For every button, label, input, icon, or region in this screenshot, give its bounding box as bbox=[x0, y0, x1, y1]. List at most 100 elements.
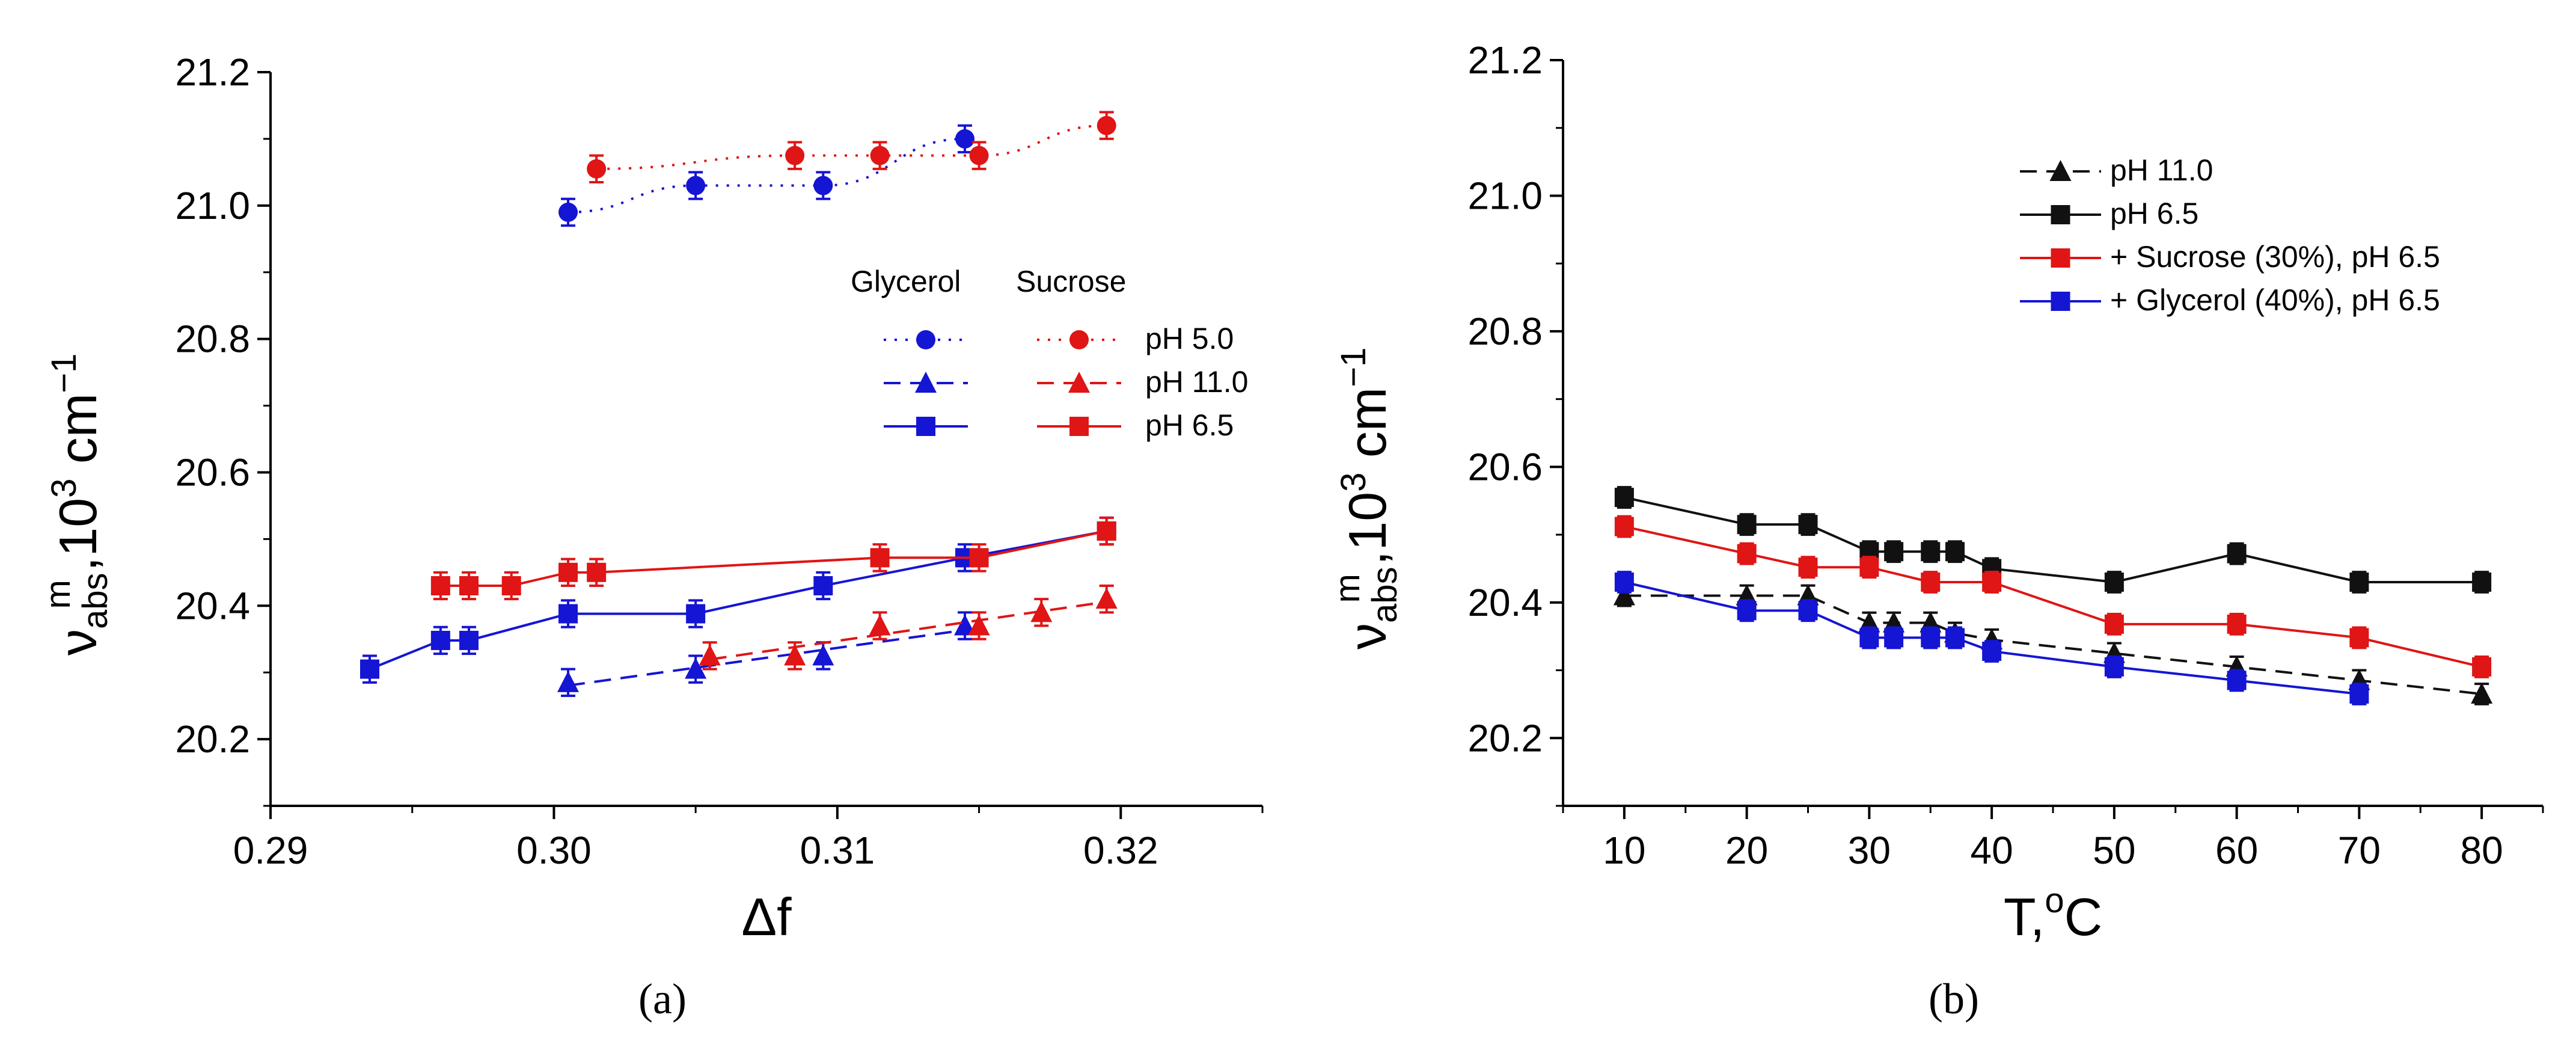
x-tick-label: 60 bbox=[2215, 829, 2258, 872]
data-point bbox=[1097, 115, 1116, 135]
series-sucrose-0 bbox=[587, 111, 1116, 183]
data-point bbox=[1737, 601, 1757, 621]
y-tick-label: 20.4 bbox=[1467, 581, 1543, 624]
legend-sample-marker bbox=[2051, 205, 2070, 224]
data-point bbox=[1945, 542, 1965, 562]
data-point bbox=[2227, 544, 2247, 563]
panel-b-legend-samples bbox=[2020, 160, 2101, 311]
data-point bbox=[813, 576, 833, 595]
legend-item-ph65: pH 6.5 bbox=[2110, 197, 2198, 230]
ylabel-superscript: m bbox=[38, 580, 78, 609]
data-point bbox=[870, 146, 890, 165]
y-tick-label: 20.6 bbox=[175, 450, 250, 494]
ylabel-subscript: abs bbox=[1365, 566, 1404, 623]
xlabel-main: T, bbox=[2004, 887, 2045, 947]
data-point bbox=[813, 176, 833, 195]
y-tick-label: 20.4 bbox=[175, 584, 250, 627]
data-point bbox=[2349, 573, 2369, 592]
data-point bbox=[969, 548, 989, 568]
legend-sample-marker bbox=[1068, 372, 1090, 393]
panel-a-legend: Glycerol Sucrose pH 5.0 pH 11.0 pH 6.5 bbox=[851, 265, 1248, 442]
data-point bbox=[459, 630, 479, 650]
legend-sample-marker bbox=[916, 417, 935, 436]
panel-b-axes: 20.2 20.4 20.6 20.8 21.0 21.2 10 20 30 40 50 60 70 80 bbox=[1467, 38, 2544, 872]
x-tick-label: 0.31 bbox=[800, 829, 875, 872]
legend-sample-marker bbox=[915, 372, 937, 393]
x-tick-label: 0.29 bbox=[233, 829, 308, 872]
panel-a: 20.2 20.4 20.6 20.8 21.0 21.2 0.29 0.30 0.31 0.32… bbox=[38, 51, 1264, 1023]
legend-item-ph11: pH 11.0 bbox=[2110, 153, 2213, 187]
panel-b-y-axis-label: νabsm ,103 cm−1 bbox=[1328, 348, 1404, 649]
panel-a-plot-area bbox=[271, 72, 1262, 806]
fit-line bbox=[568, 628, 965, 687]
data-point bbox=[1945, 628, 1965, 648]
data-point bbox=[1921, 542, 1941, 562]
x-tick-label: 10 bbox=[1603, 829, 1645, 872]
data-point bbox=[1884, 628, 1904, 648]
data-point bbox=[2472, 573, 2492, 592]
series--glycerol-40-ph-6-5 bbox=[1614, 571, 2369, 705]
data-point bbox=[1614, 517, 1634, 536]
panel-b: 20.2 20.4 20.6 20.8 21.0 21.2 10 20 30 40 50 60 70 80… bbox=[1328, 38, 2544, 1023]
ylabel-tail: ,10 bbox=[1338, 492, 1397, 565]
data-point bbox=[360, 659, 379, 679]
data-point bbox=[870, 548, 890, 568]
ylabel-unit: cm bbox=[1338, 387, 1397, 473]
data-point bbox=[1982, 573, 2002, 592]
data-point bbox=[501, 576, 521, 595]
data-point bbox=[784, 644, 806, 666]
fit-curve bbox=[596, 124, 1107, 170]
y-tick-label: 20.8 bbox=[1467, 310, 1543, 353]
legend-col-sucrose: Sucrose bbox=[1016, 265, 1126, 298]
legend-sample-marker bbox=[916, 330, 935, 349]
ylabel-superscript: m bbox=[1328, 574, 1367, 603]
data-point bbox=[2227, 671, 2247, 690]
data-point bbox=[2349, 628, 2369, 648]
data-point bbox=[1030, 601, 1053, 622]
legend-sample-marker bbox=[1069, 330, 1089, 349]
data-point bbox=[557, 671, 579, 692]
data-point bbox=[587, 159, 607, 179]
x-tick-label: 80 bbox=[2461, 829, 2503, 872]
data-point bbox=[430, 630, 450, 650]
series-sucrose-2 bbox=[430, 516, 1116, 601]
legend-item-glycerol: + Glycerol (40%), pH 6.5 bbox=[2110, 283, 2440, 317]
panel-b-x-axis-label: T,oC bbox=[2004, 881, 2102, 947]
x-tick-label: 0.32 bbox=[1083, 829, 1158, 872]
data-point bbox=[1921, 573, 1941, 592]
y-tick-label: 21.0 bbox=[1467, 174, 1543, 217]
x-tick-label: 20 bbox=[1725, 829, 1768, 872]
fit-line bbox=[709, 600, 1107, 661]
y-tick-label: 20.8 bbox=[175, 318, 250, 361]
data-point bbox=[968, 614, 990, 636]
panel-a-axes: 20.2 20.4 20.6 20.8 21.0 21.2 0.29 0.30 0.31 0.32 bbox=[175, 51, 1264, 872]
panel-b-marks bbox=[1613, 486, 2493, 705]
y-tick-label: 21.2 bbox=[1467, 38, 1543, 82]
data-point bbox=[558, 604, 578, 624]
data-point bbox=[1859, 628, 1879, 648]
y-tick-label: 20.2 bbox=[1467, 716, 1543, 760]
ylabel-unit: cm bbox=[48, 393, 108, 479]
legend-sample-marker bbox=[1069, 417, 1089, 436]
data-point bbox=[1982, 641, 2002, 661]
x-tick-label: 50 bbox=[2093, 829, 2135, 872]
series-line bbox=[1624, 525, 2482, 668]
data-point bbox=[955, 129, 974, 149]
x-tick-label: 40 bbox=[1971, 829, 2013, 872]
series-glycerol-1 bbox=[557, 611, 976, 697]
data-point bbox=[459, 576, 479, 595]
data-point bbox=[1921, 628, 1941, 648]
data-point bbox=[685, 657, 707, 679]
data-point bbox=[954, 614, 976, 636]
data-point bbox=[785, 146, 805, 165]
panel-a-marks bbox=[360, 111, 1118, 697]
series--sucrose-30-ph-6-5 bbox=[1614, 515, 2492, 678]
data-point bbox=[1614, 488, 1634, 508]
data-point bbox=[686, 176, 706, 195]
ylabel-unit-exponent: −1 bbox=[44, 354, 84, 393]
data-point bbox=[2472, 657, 2492, 677]
series-sucrose-1 bbox=[699, 585, 1118, 671]
x-tick-label: 70 bbox=[2338, 829, 2381, 872]
fit-curve bbox=[568, 137, 965, 213]
